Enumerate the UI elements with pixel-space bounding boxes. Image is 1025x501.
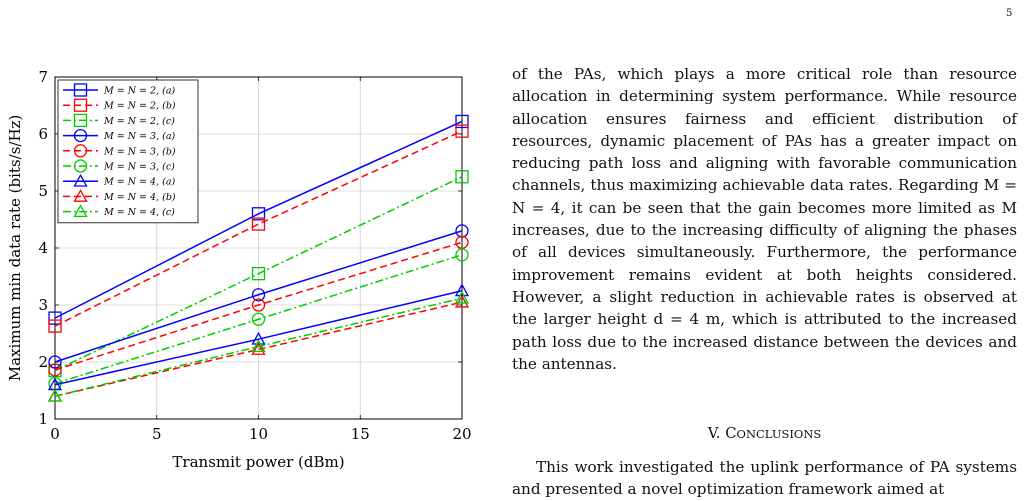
data-point xyxy=(251,339,266,353)
section-title-rest: ONCLUSIONS xyxy=(736,427,822,441)
legend-label: M = N = 3, (c) xyxy=(103,162,175,173)
page-number: 5 xyxy=(1006,8,1013,19)
data-point xyxy=(455,248,469,262)
legend-marker xyxy=(73,113,88,128)
section-title: V. CONCLUSIONS xyxy=(512,425,1017,442)
legend-label: M = N = 2, (c) xyxy=(103,116,175,127)
legend-label: M = N = 2, (a) xyxy=(103,86,175,97)
data-point xyxy=(47,388,63,402)
data-point xyxy=(251,312,266,326)
legend-label: M = N = 4, (a) xyxy=(103,177,175,188)
series-line-5 xyxy=(54,241,463,371)
legend-marker xyxy=(73,204,88,218)
y-tick-label: 3 xyxy=(38,296,48,314)
line-chart: 0 5 10 15 20 1 2 3 4 5 6 7 Transmit power (dBm) Maxim… xyxy=(0,0,490,501)
series-line-7 xyxy=(54,290,463,386)
body-paragraph: of the PAs, which plays a more critical … xyxy=(512,65,1017,373)
legend-marker xyxy=(73,83,88,97)
series-line-6 xyxy=(54,254,463,385)
x-axis-label: Transmit power (dBm) xyxy=(172,453,344,471)
y-tick-label: 7 xyxy=(38,68,48,86)
series-line-9 xyxy=(54,297,463,397)
y-tick-label: 2 xyxy=(38,353,48,371)
series-line-8 xyxy=(54,301,463,397)
legend-label: M = N = 4, (c) xyxy=(103,207,175,218)
legend-marker xyxy=(73,98,88,112)
data-point xyxy=(48,363,62,377)
y-tick-label: 6 xyxy=(38,125,48,143)
legend-label: M = N = 3, (b) xyxy=(103,146,176,157)
x-tick-label: 10 xyxy=(249,425,268,443)
legend-label: M = N = 4, (b) xyxy=(103,192,176,203)
legend-label: M = N = 3, (a) xyxy=(103,131,175,142)
data-point xyxy=(455,124,469,138)
legend-label: M = N = 2, (b) xyxy=(103,101,176,112)
data-point xyxy=(454,294,470,308)
data-point xyxy=(251,288,266,302)
legend-marker xyxy=(73,128,88,143)
y-axis-label: Maximum min data rate (bits/s/Hz) xyxy=(6,115,24,382)
legend-box xyxy=(57,79,199,224)
conclusion-paragraph: This work investigated the uplink perfor… xyxy=(512,458,1017,499)
data-point xyxy=(251,342,266,355)
data-point xyxy=(455,170,469,184)
legend-marker xyxy=(73,173,88,187)
legend-marker xyxy=(73,189,88,202)
series-line-1 xyxy=(54,120,463,319)
section-title-prefix: V. C xyxy=(707,425,737,442)
series-line-2 xyxy=(54,130,463,327)
data-point xyxy=(251,266,266,281)
legend-marker xyxy=(73,159,88,173)
x-tick-label: 0 xyxy=(50,425,60,443)
x-tick-label: 20 xyxy=(452,425,471,443)
series-line-3 xyxy=(54,176,463,372)
series-line-4 xyxy=(54,230,463,363)
data-point xyxy=(48,311,62,325)
y-tick-label: 4 xyxy=(38,239,48,257)
legend-marker xyxy=(73,144,88,158)
y-tick-label: 1 xyxy=(38,410,48,428)
data-point xyxy=(455,114,469,129)
y-tick-label: 5 xyxy=(38,182,48,200)
data-point xyxy=(454,290,470,304)
data-point xyxy=(251,207,266,221)
data-point xyxy=(251,298,266,312)
data-point xyxy=(48,355,62,369)
x-tick-label: 15 xyxy=(351,425,370,443)
data-point xyxy=(48,319,62,333)
data-point xyxy=(251,217,266,231)
x-tick-label: 5 xyxy=(152,425,162,443)
chart-svg: 0 5 10 15 20 1 2 3 4 5 6 7 Transmit power (dBm) Maxim… xyxy=(6,68,472,471)
